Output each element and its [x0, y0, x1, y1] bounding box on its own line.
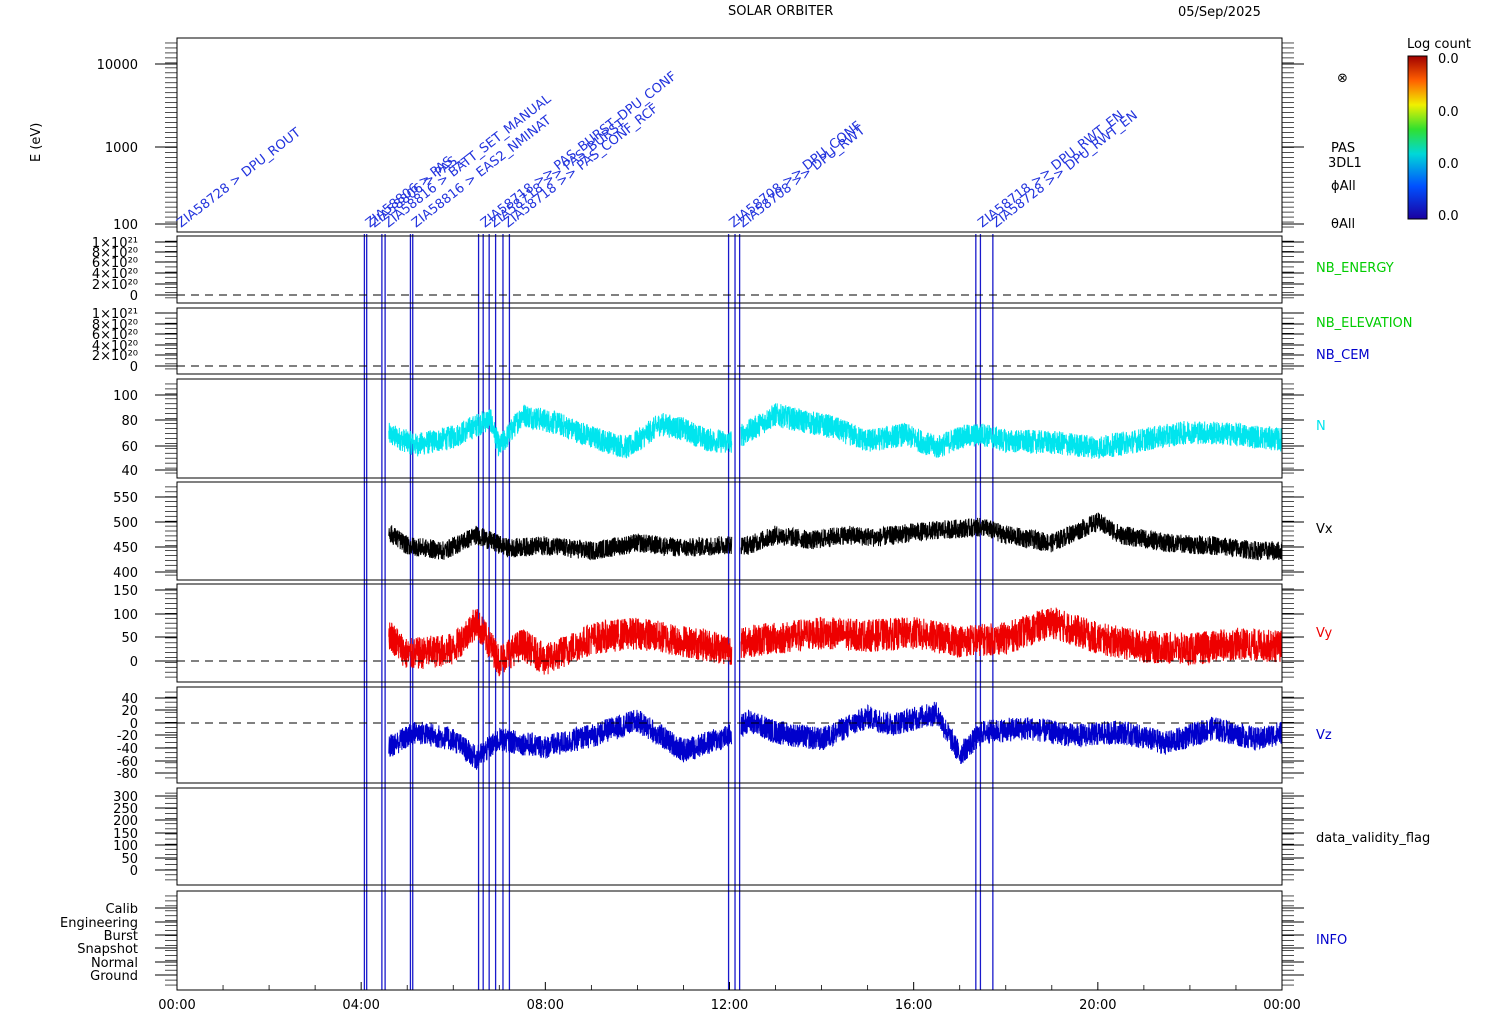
event-markers	[363, 234, 994, 990]
x-tick-label: 16:00	[895, 998, 932, 1013]
y-tick-label: 500	[113, 516, 138, 531]
energy-axis-label: E (eV)	[29, 123, 44, 162]
y-tick-label: 80	[121, 414, 138, 429]
circle-cross-symbol: ⊗	[1337, 71, 1348, 86]
colorbar-tick: 0.0	[1438, 209, 1459, 224]
panel-label-nb-energy: NB_ENERGY	[1316, 261, 1394, 276]
y-tick-label: 8×10²⁰	[92, 246, 138, 261]
y-tick-label: 4×10²⁰	[92, 267, 138, 282]
x-tick-label: 20:00	[1079, 998, 1116, 1013]
x-tick-label: 08:00	[527, 998, 564, 1013]
panel-label-vx: Vx	[1316, 522, 1333, 537]
colorbar	[1407, 55, 1428, 220]
panel-label-vz: Vz	[1316, 728, 1332, 743]
y-tick-label: 150	[113, 827, 138, 842]
panel-frame-info	[176, 890, 1283, 991]
mission-title: SOLAR ORBITER	[728, 4, 833, 19]
y-tick-label: 1×10²¹	[92, 236, 138, 251]
y-tick-label: 550	[113, 491, 138, 506]
panel-label-nb-cem: NB_CEM	[1316, 348, 1370, 363]
y-tick-label: 450	[113, 541, 138, 556]
series-n	[388, 403, 1283, 459]
colorbar-tick: 0.0	[1438, 52, 1459, 67]
theta-label: θAll	[1331, 217, 1355, 232]
x-tick-label: 00:00	[1263, 998, 1300, 1013]
mode-label: 3DL1	[1328, 156, 1362, 171]
colorbar-tick: 0.0	[1438, 105, 1459, 120]
y-tick-label: 200	[113, 814, 138, 829]
y-tick-label: 250	[113, 802, 138, 817]
y-tick-label: 0	[130, 864, 138, 879]
series-vy	[388, 607, 1283, 677]
y-tick-label: 1×10²¹	[92, 307, 138, 322]
y-tick-label: 300	[113, 790, 138, 805]
panel-frame-n	[176, 378, 1283, 479]
data-series	[388, 403, 1283, 770]
panel-frames	[155, 37, 1304, 991]
y-tick-label: Ground	[90, 969, 138, 984]
x-tick-label: 12:00	[711, 998, 748, 1013]
command-annotation: ZIA58728 > DPU_ROUT	[174, 125, 304, 231]
x-tick-label: 04:00	[342, 998, 379, 1013]
y-tick-label: 40	[121, 464, 138, 479]
y-tick-label: -40	[117, 742, 138, 757]
y-tick-label: 0	[130, 289, 138, 304]
y-tick-label: 2×10²⁰	[92, 278, 138, 293]
panel-frame-data-validity-flag	[176, 787, 1283, 886]
command-annotations: ZIA58728 > DPU_ROUT ZIA58806 > PAS_ZIA588…	[174, 69, 1141, 231]
y-tick-label: Normal	[91, 956, 138, 971]
y-tick-label: 50	[121, 852, 138, 867]
y-tick-label: 50	[121, 631, 138, 646]
y-tick-label: 150	[113, 584, 138, 599]
y-tick-label: 400	[113, 566, 138, 581]
y-tick-label: 10000	[97, 58, 138, 73]
y-tick-label: 2×10²⁰	[92, 349, 138, 364]
y-tick-label: -80	[117, 767, 138, 782]
command-annotation: ZIA58708 >> DPU_RWT	[736, 123, 868, 231]
y-tick-label: 100	[113, 839, 138, 854]
y-tick-label: Calib	[105, 902, 138, 917]
x-tick-label: 00:00	[158, 998, 195, 1013]
y-tick-label: 100	[113, 608, 138, 623]
y-tick-label: 60	[121, 440, 138, 455]
panel-label-data-validity-flag: data_validity_flag	[1316, 831, 1430, 846]
panel-label-info: INFO	[1316, 933, 1347, 948]
y-tick-label: 8×10²⁰	[92, 318, 138, 333]
y-tick-label: 0	[130, 655, 138, 670]
y-tick-label: 0	[130, 360, 138, 375]
y-tick-label: -60	[117, 755, 138, 770]
pas-label: PAS	[1331, 141, 1355, 156]
series-vz	[388, 701, 1283, 770]
y-tick-label: 0	[130, 717, 138, 732]
colorbar-tick: 0.0	[1438, 157, 1459, 172]
y-tick-label: Engineering	[60, 916, 138, 931]
y-tick-label: 6×10²⁰	[92, 256, 138, 271]
colorbar-title: Log count	[1407, 37, 1471, 52]
command-annotation: ZIA58728 >> DPU_RWT_EN	[989, 108, 1141, 231]
y-tick-label: 6×10²⁰	[92, 328, 138, 343]
y-tick-label: 100	[113, 218, 138, 233]
y-tick-label: Burst	[104, 929, 138, 944]
panel-frame-nb-elevation	[176, 307, 1283, 375]
y-tick-label: 4×10²⁰	[92, 339, 138, 354]
panel-label-n: N	[1316, 419, 1326, 434]
y-tick-label: 40	[121, 692, 138, 707]
y-tick-label: -20	[117, 729, 138, 744]
phi-label: ϕAll	[1331, 179, 1356, 194]
y-tick-label: Snapshot	[77, 942, 138, 957]
panel-frame-nb-energy	[176, 235, 1283, 304]
y-tick-label: 100	[113, 389, 138, 404]
axis-labels: 1000010001001×10²¹8×10²⁰6×10²⁰4×10²⁰2×10…	[60, 58, 1430, 1013]
panel-label-nb-elevation: NB_ELEVATION	[1316, 316, 1413, 331]
panel-label-vy: Vy	[1316, 626, 1333, 641]
series-vx	[388, 512, 1283, 561]
y-tick-label: 1000	[105, 141, 138, 156]
plot-date: 05/Sep/2025	[1178, 5, 1261, 20]
panel-frame-e-ev-	[176, 37, 1283, 233]
y-tick-label: 20	[121, 704, 138, 719]
